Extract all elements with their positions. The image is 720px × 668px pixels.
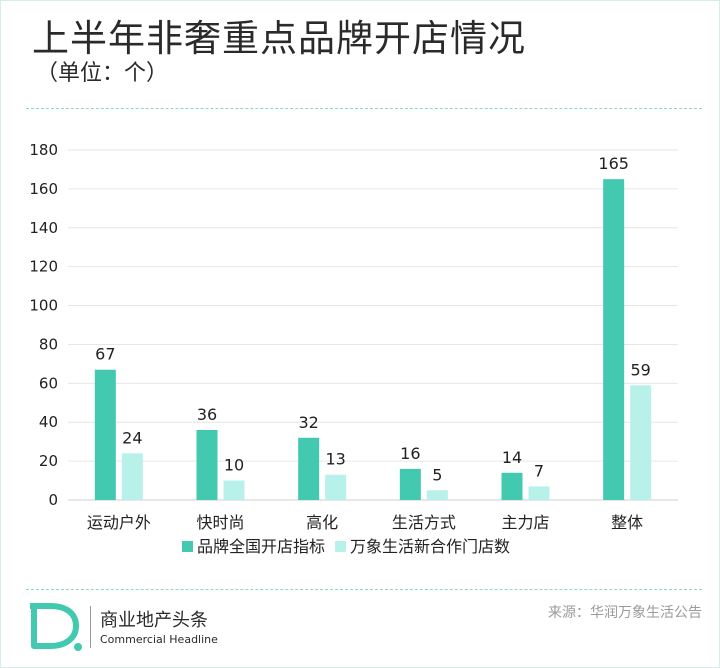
legend-label: 品牌全国开店指标: [197, 537, 325, 556]
brand-logo-icon: [30, 603, 82, 651]
chart-title: 上半年非奢重点品牌开店情况: [32, 17, 526, 60]
category-label: 主力店: [501, 513, 549, 532]
source-note: 来源：华润万象生活公告: [548, 605, 702, 621]
data-label: 67: [95, 345, 115, 364]
category-label: 快时尚: [196, 513, 244, 532]
category-label: 运动户外: [87, 513, 151, 532]
data-label: 59: [630, 360, 650, 379]
bar-chart: 0 20 40 60 80 100 120 140 160 180 运动户外 67 24 快时尚 36 10 高…: [29, 141, 678, 556]
data-label: 165: [598, 154, 629, 173]
legend-label: 万象生活新合作门店数: [350, 537, 510, 556]
data-label: 13: [325, 450, 345, 469]
bar-new-partner-stores: [528, 486, 550, 500]
bottom-divider: [26, 589, 702, 590]
category-label: 生活方式: [392, 513, 456, 532]
y-tick-label: 0: [48, 491, 58, 509]
legend-swatch: [335, 541, 346, 552]
bar-new-partner-stores: [121, 453, 143, 500]
y-tick-label: 40: [39, 413, 58, 431]
bar-opening-target: [399, 468, 421, 500]
category-label: 整体: [611, 513, 643, 532]
y-tick-label: 20: [39, 452, 58, 470]
data-label: 24: [122, 428, 142, 447]
y-tick-label: 100: [29, 297, 58, 315]
bar-opening-target: [501, 472, 523, 500]
bar-opening-target: [94, 369, 116, 500]
brand-divider: [90, 606, 91, 648]
y-tick-label: 120: [29, 258, 58, 276]
y-tick-label: 60: [39, 374, 58, 392]
data-label: 10: [224, 456, 244, 475]
legend-swatch: [182, 541, 193, 552]
category-label: 高化: [306, 513, 338, 532]
bar-new-partner-stores: [630, 385, 652, 500]
data-label: 16: [400, 444, 420, 463]
bar-new-partner-stores: [223, 480, 245, 500]
bar-opening-target: [196, 430, 218, 500]
bar-new-partner-stores: [426, 490, 448, 500]
y-tick-label: 160: [29, 180, 58, 198]
data-label: 7: [534, 461, 544, 480]
data-label: 14: [502, 448, 522, 467]
y-tick-label: 80: [39, 335, 58, 353]
data-label: 32: [298, 413, 318, 432]
bar-opening-target: [298, 437, 320, 500]
y-tick-label: 140: [29, 219, 58, 237]
data-label: 36: [197, 405, 217, 424]
top-divider: [26, 108, 702, 109]
brand-name-en: Commercial Headline: [100, 633, 218, 646]
bar-new-partner-stores: [325, 474, 347, 500]
y-tick-label: 180: [29, 141, 58, 159]
brand-name-cn: 商业地产头条: [100, 610, 208, 631]
chart-subtitle: （单位：个）: [36, 61, 169, 86]
data-label: 5: [432, 465, 442, 484]
bar-opening-target: [603, 179, 625, 500]
